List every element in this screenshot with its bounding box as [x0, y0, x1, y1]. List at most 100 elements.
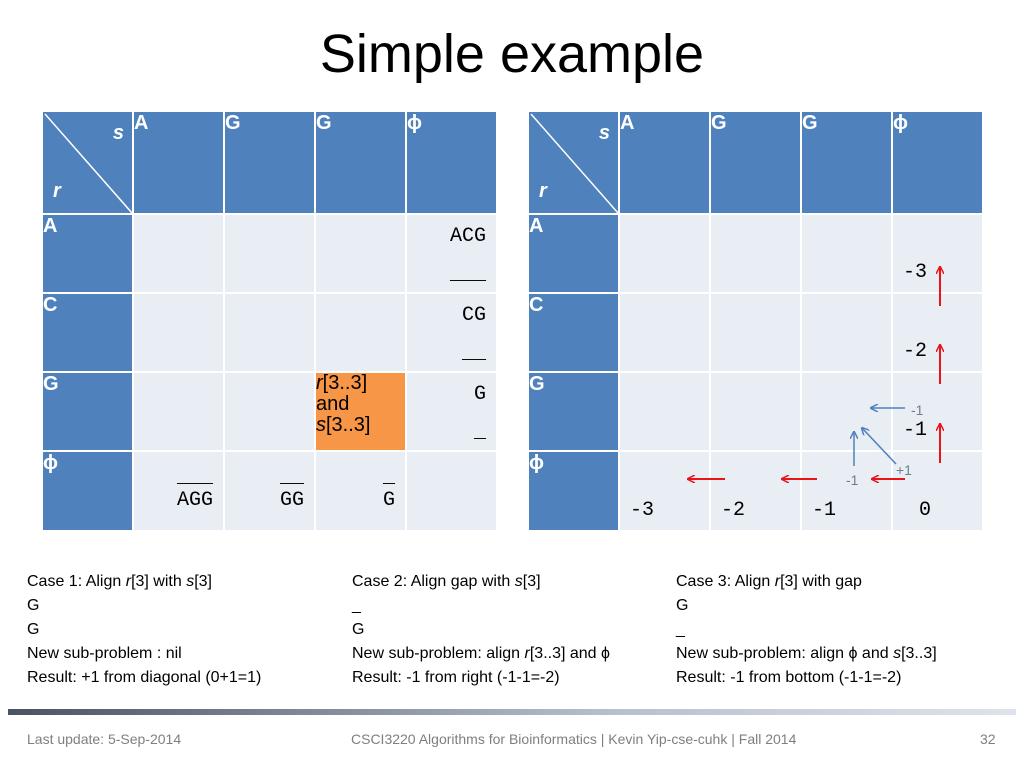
- corner-cell: s r: [527, 110, 620, 215]
- case-2: Case 2: Align gap with s[3] _ G New sub-…: [352, 570, 610, 690]
- alignment-top: ACG: [449, 225, 486, 248]
- alignment-bottom: GG: [279, 489, 304, 512]
- score-value: -1: [812, 499, 837, 522]
- table-cell: -2: [891, 292, 984, 373]
- corner-r-label: r: [539, 180, 547, 202]
- score-value: 0: [919, 499, 932, 522]
- row-header: G: [41, 371, 134, 452]
- col-header: G: [314, 110, 407, 215]
- col-header: ϕ: [891, 110, 984, 215]
- corner-s-label: s: [598, 122, 610, 144]
- corner-s-label: s: [112, 122, 124, 144]
- alignment-top: __: [279, 466, 304, 489]
- alignment-bottom: __: [461, 342, 486, 365]
- table-cell: [618, 292, 711, 373]
- corner-diagonal: [44, 113, 133, 214]
- case-2-heading: Case 2: Align gap with s[3]: [352, 573, 541, 590]
- table-cell: [132, 213, 225, 294]
- table-cell: [800, 292, 893, 373]
- table-cell: -3: [891, 213, 984, 294]
- table-cell: -1: [800, 450, 893, 532]
- alignment-top: ___: [176, 466, 213, 489]
- table-cell: G _: [405, 371, 498, 452]
- highlight-line-3: s[3..3]: [316, 414, 371, 436]
- case-2-subproblem: New sub-problem: align r[3..3] and ϕ: [352, 645, 610, 662]
- table-cell: [709, 371, 802, 452]
- alignment-top: G: [473, 383, 486, 406]
- table-cell: [132, 371, 225, 452]
- case-2-result: Result: -1 from right (-1-1=-2): [352, 669, 560, 686]
- row-header: A: [527, 213, 620, 294]
- table-cell: -3: [618, 450, 711, 532]
- corner-r-label: r: [53, 180, 61, 202]
- highlighted-cell: r[3..3] and s[3..3]: [314, 371, 407, 452]
- alignment-bottom: ___: [449, 263, 486, 286]
- col-header: G: [709, 110, 802, 215]
- case-1-result: Result: +1 from diagonal (0+1=1): [27, 669, 262, 686]
- table-cell: [618, 213, 711, 294]
- score-value: -3: [630, 499, 655, 522]
- col-header: A: [132, 110, 225, 215]
- footer-course-info: CSCI3220 Algorithms for Bioinformatics |…: [351, 731, 797, 747]
- table-cell: [314, 292, 407, 373]
- corner-cell: s r: [41, 110, 134, 215]
- table-cell: [800, 213, 893, 294]
- table-cell: [223, 371, 316, 452]
- score-value: -2: [903, 340, 928, 363]
- table-cell: [800, 371, 893, 452]
- alignment-top: CG: [461, 304, 486, 327]
- left-dp-table: s r A G G ϕ A ACG ___ C CG __ G r[3..3] …: [41, 110, 498, 532]
- alignment-top: _: [382, 466, 395, 489]
- table-cell: [709, 213, 802, 294]
- case-1-line-1: G: [27, 597, 40, 614]
- row-header: G: [527, 371, 620, 452]
- case-1-heading: Case 1: Align r[3] with s[3]: [27, 573, 212, 590]
- footer-page-number: 32: [980, 731, 996, 747]
- highlight-line-2: and: [316, 393, 350, 415]
- table-cell: 0: [891, 450, 984, 532]
- corner-diagonal: [530, 113, 619, 214]
- row-header: C: [41, 292, 134, 373]
- table-cell: -1: [891, 371, 984, 452]
- case-1-subproblem: New sub-problem : nil: [27, 645, 182, 662]
- table-cell: __ GG: [223, 450, 316, 532]
- col-header: A: [618, 110, 711, 215]
- case-3-heading: Case 3: Align r[3] with gap: [676, 573, 862, 590]
- table-cell: ACG ___: [405, 213, 498, 294]
- slide-title: Simple example: [319, 24, 705, 84]
- table-cell: -2: [709, 450, 802, 532]
- table-cell: _ G: [314, 450, 407, 532]
- case-2-line-1: _: [352, 597, 361, 614]
- alignment-bottom: G: [382, 489, 395, 512]
- case-3-result: Result: -1 from bottom (-1-1=-2): [676, 669, 902, 686]
- case-3-subproblem: New sub-problem: align ϕ and s[3..3]: [676, 645, 937, 662]
- alignment-bottom: _: [473, 421, 486, 444]
- score-value: -2: [721, 499, 746, 522]
- case-2-line-2: G: [352, 621, 365, 638]
- col-header: ϕ: [405, 110, 498, 215]
- col-header: G: [223, 110, 316, 215]
- row-header: C: [527, 292, 620, 373]
- row-header: ϕ: [41, 450, 134, 532]
- highlight-line-1: r[3..3]: [316, 372, 368, 394]
- table-cell: [132, 292, 225, 373]
- case-1-line-2: G: [27, 621, 40, 638]
- score-value: -1: [903, 419, 928, 442]
- footer-last-update: Last update: 5-Sep-2014: [27, 731, 182, 747]
- case-1: Case 1: Align r[3] with s[3] G G New sub…: [27, 570, 261, 690]
- case-3-line-2: _: [676, 621, 685, 638]
- col-header: G: [800, 110, 893, 215]
- table-cell: [314, 213, 407, 294]
- table-cell: [405, 450, 498, 532]
- table-cell: [223, 213, 316, 294]
- case-3-line-1: G: [676, 597, 689, 614]
- footer-divider: [8, 709, 1016, 715]
- row-header: ϕ: [527, 450, 620, 532]
- table-cell: [709, 292, 802, 373]
- row-header: A: [41, 213, 134, 294]
- table-cell: CG __: [405, 292, 498, 373]
- table-cell: [618, 371, 711, 452]
- right-dp-table: s r A G G ϕ A -3 C -2 G -1 ϕ: [527, 110, 984, 532]
- table-cell: ___ AGG: [132, 450, 225, 532]
- case-3: Case 3: Align r[3] with gap G _ New sub-…: [676, 570, 937, 690]
